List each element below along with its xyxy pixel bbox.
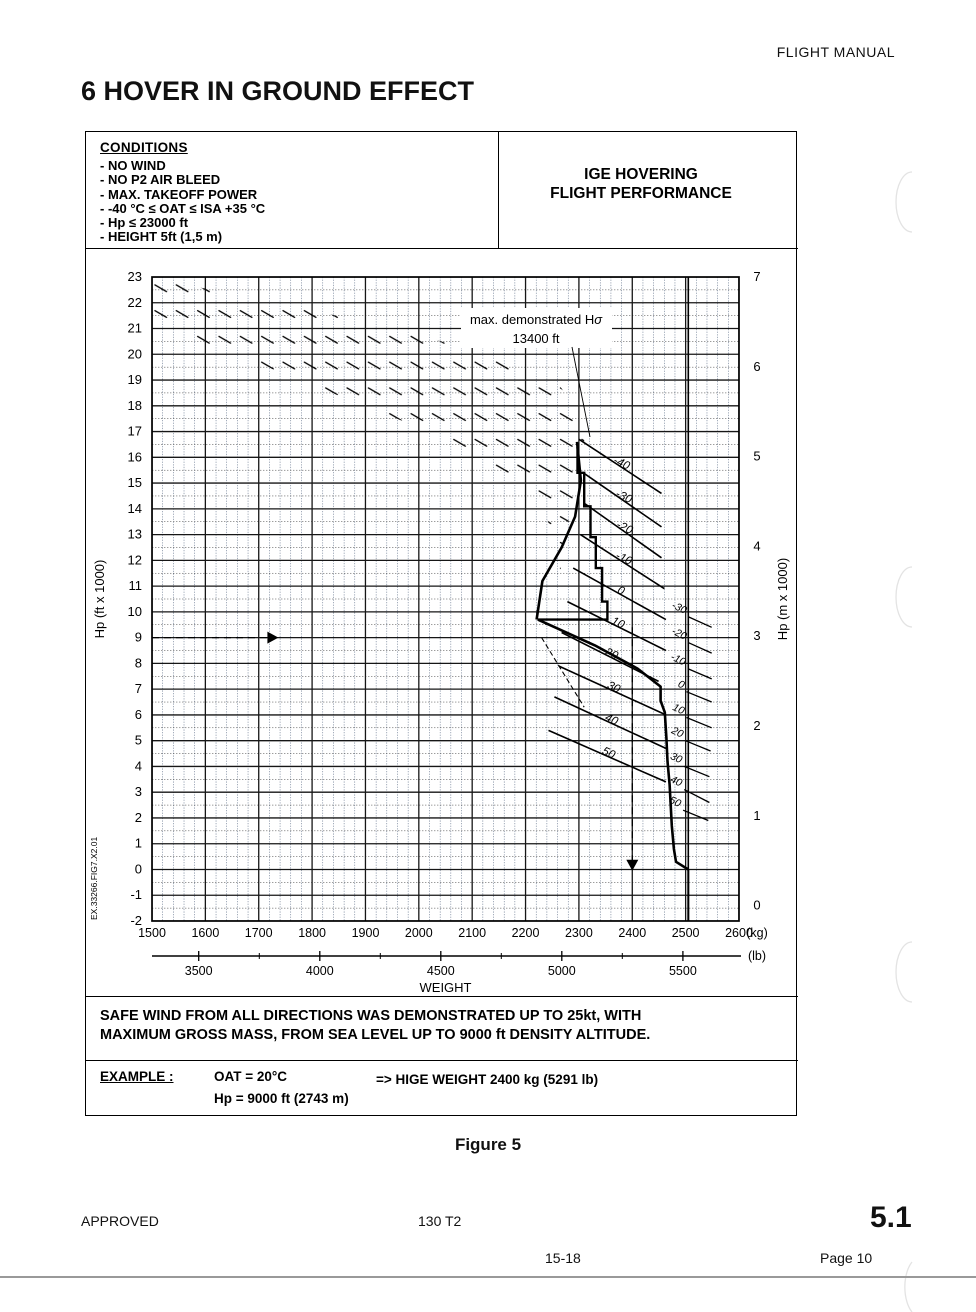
svg-text:14: 14	[128, 501, 142, 516]
svg-text:5: 5	[135, 733, 142, 748]
svg-text:(lb): (lb)	[748, 949, 766, 963]
svg-text:15: 15	[128, 475, 142, 490]
svg-text:max. demonstrated Hσ: max. demonstrated Hσ	[470, 312, 603, 327]
svg-text:19: 19	[128, 372, 142, 387]
svg-text:16: 16	[128, 449, 142, 464]
svg-text:13: 13	[128, 527, 142, 542]
svg-text:20: 20	[128, 346, 142, 361]
svg-text:Hp (m x 1000): Hp (m x 1000)	[775, 558, 790, 640]
svg-text:10: 10	[128, 604, 142, 619]
svg-text:2200: 2200	[512, 926, 540, 940]
svg-text:6: 6	[135, 707, 142, 722]
svg-text:-1: -1	[130, 887, 142, 902]
svg-text:23: 23	[128, 269, 142, 284]
svg-text:0: 0	[753, 898, 760, 913]
svg-text:4: 4	[753, 538, 760, 553]
svg-text:22: 22	[128, 295, 142, 310]
svg-text:2000: 2000	[405, 926, 433, 940]
svg-text:5: 5	[753, 449, 760, 464]
svg-text:6: 6	[753, 359, 760, 374]
svg-text:1700: 1700	[245, 926, 273, 940]
svg-text:1: 1	[135, 836, 142, 851]
svg-text:1900: 1900	[352, 926, 380, 940]
svg-text:2400: 2400	[618, 926, 646, 940]
svg-text:2300: 2300	[565, 926, 593, 940]
svg-text:1: 1	[753, 808, 760, 823]
svg-text:2: 2	[753, 718, 760, 733]
svg-text:1600: 1600	[191, 926, 219, 940]
svg-text:21: 21	[128, 321, 142, 336]
svg-text:3: 3	[753, 628, 760, 643]
svg-text:3: 3	[135, 784, 142, 799]
svg-text:2500: 2500	[672, 926, 700, 940]
svg-text:8: 8	[135, 655, 142, 670]
svg-text:5500: 5500	[669, 964, 697, 978]
svg-text:18: 18	[128, 398, 142, 413]
svg-text:4500: 4500	[427, 964, 455, 978]
svg-text:2100: 2100	[458, 926, 486, 940]
svg-text:2: 2	[135, 810, 142, 825]
svg-text:13400 ft: 13400 ft	[513, 331, 560, 346]
svg-text:(kg): (kg)	[746, 926, 768, 940]
svg-text:12: 12	[128, 552, 142, 567]
svg-text:7: 7	[753, 269, 760, 284]
svg-text:5000: 5000	[548, 964, 576, 978]
svg-text:1500: 1500	[138, 926, 166, 940]
svg-text:9: 9	[135, 630, 142, 645]
svg-text:3500: 3500	[185, 964, 213, 978]
svg-text:0: 0	[135, 862, 142, 877]
svg-text:4000: 4000	[306, 964, 334, 978]
svg-text:7: 7	[135, 681, 142, 696]
svg-text:WEIGHT: WEIGHT	[420, 980, 472, 995]
svg-text:EX.33266.FIG7.X2.01: EX.33266.FIG7.X2.01	[89, 837, 99, 920]
svg-text:1800: 1800	[298, 926, 326, 940]
svg-text:Hp (ft x 1000): Hp (ft x 1000)	[92, 560, 107, 639]
svg-text:4: 4	[135, 758, 142, 773]
svg-text:17: 17	[128, 424, 142, 439]
svg-text:11: 11	[129, 578, 143, 593]
